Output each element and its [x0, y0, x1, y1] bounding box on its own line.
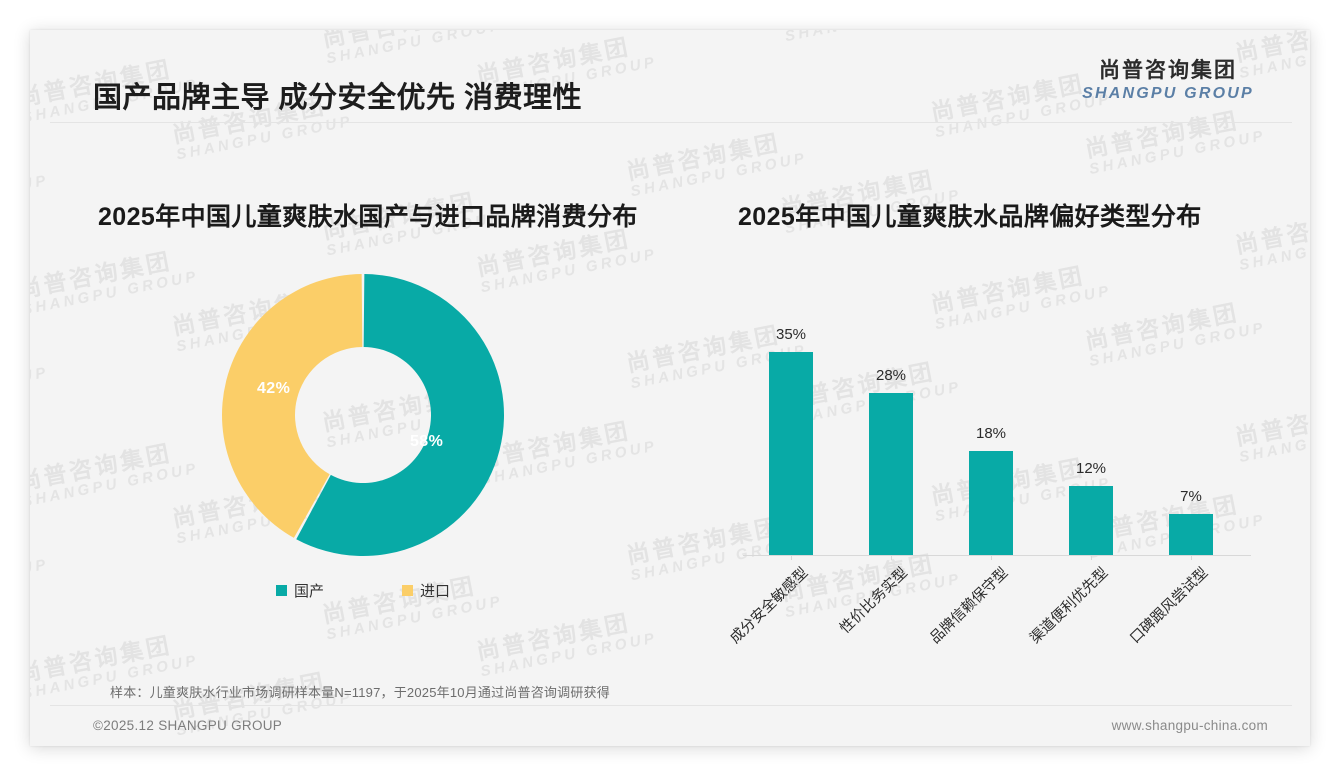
- legend-item-domestic[interactable]: 国产: [275, 580, 324, 601]
- slide-header: 国产品牌主导 成分安全优先 消费理性 尚普咨询集团 SHANGPU GROUP: [30, 30, 1310, 122]
- page-title: 国产品牌主导 成分安全优先 消费理性: [93, 82, 583, 114]
- bar[interactable]: [769, 352, 813, 555]
- legend-swatch-icon: [402, 585, 413, 596]
- donut-chart: 58% 42%: [218, 270, 508, 560]
- legend-swatch-icon: [275, 585, 287, 596]
- sample-footnote: 样本：儿童爽肤水行业市场调研样本量N=1197，于2025年10月通过尚普咨询调…: [110, 685, 610, 700]
- slide-footer: ©2025.12 SHANGPU GROUP www.shangpu-china…: [30, 705, 1310, 746]
- bar[interactable]: [869, 393, 913, 555]
- bar-value-label: 7%: [1180, 488, 1202, 505]
- bar-category-label: 品牌信赖保守型: [926, 564, 1011, 647]
- bar-value-label: 28%: [875, 367, 907, 384]
- chart-panel-bar: 2025年中国儿童爽肤水品牌偏好类型分布 35% 成分安全敏感型 28% 性价比务实型…: [680, 122, 1300, 662]
- bar-column: 12% 渠道便利优先型: [1027, 250, 1147, 647]
- bar-column: 28% 性价比务实型: [837, 250, 947, 637]
- bar-column: 7% 口碑跟风尝试型: [1127, 250, 1247, 647]
- footer-divider: [50, 705, 1292, 706]
- bar-column: 18% 品牌信赖保守型: [927, 250, 1047, 647]
- bar-category-label: 渠道便利优先型: [1026, 564, 1111, 647]
- axis-tick: [991, 555, 992, 560]
- axis-tick: [891, 555, 892, 560]
- footer-copyright: ©2025.12 SHANGPU GROUP: [93, 718, 283, 733]
- donut-svg: [222, 274, 505, 556]
- axis-tick: [791, 555, 792, 560]
- bar-chart-axis: [743, 555, 1251, 556]
- bar-value-label: 12%: [1075, 460, 1107, 477]
- donut-slice-domestic[interactable]: [296, 274, 505, 556]
- bar-category-label: 性价比务实型: [837, 564, 911, 637]
- bar[interactable]: [1169, 514, 1213, 555]
- donut-slice-imported[interactable]: [222, 274, 363, 538]
- chart-panel-donut: 2025年中国儿童爽肤水国产与进口品牌消费分布 58% 42% 国产: [50, 122, 670, 662]
- bar[interactable]: [1069, 486, 1113, 555]
- brand-logo-cn: 尚普咨询集团: [1099, 59, 1237, 82]
- legend-label: 进口: [420, 583, 451, 600]
- bar-category-label: 成分安全敏感型: [726, 564, 811, 647]
- legend-item-imported[interactable]: 进口: [402, 580, 450, 601]
- footer-website: www.shangpu-china.com: [1111, 718, 1268, 733]
- donut-chart-title: 2025年中国儿童爽肤水国产与进口品牌消费分布: [98, 203, 638, 231]
- bar[interactable]: [969, 451, 1013, 555]
- bar-value-label: 18%: [975, 425, 1007, 442]
- bar-column: 35% 成分安全敏感型: [727, 250, 847, 647]
- bar-value-label: 35%: [775, 326, 807, 343]
- donut-value-imported: 42%: [257, 380, 291, 397]
- brand-logo: 尚普咨询集团 SHANGPU GROUP: [1068, 58, 1268, 105]
- charts-area: 2025年中国儿童爽肤水国产与进口品牌消费分布 58% 42% 国产: [30, 122, 1310, 662]
- header-divider: [50, 122, 1292, 123]
- donut-value-domestic: 58%: [410, 433, 444, 450]
- bar-chart-title: 2025年中国儿童爽肤水品牌偏好类型分布: [738, 203, 1202, 231]
- axis-tick: [1091, 555, 1092, 560]
- bar-chart: 35% 成分安全敏感型 28% 性价比务实型 18% 品牌信赖保守型 12% 渠道便利优先型 7…: [727, 250, 1251, 647]
- brand-logo-en: SHANGPU GROUP: [1082, 85, 1254, 103]
- donut-legend: 国产 进口: [218, 580, 508, 601]
- legend-label: 国产: [293, 583, 324, 600]
- bar-category-label: 口碑跟风尝试型: [1126, 564, 1211, 647]
- axis-tick: [1191, 555, 1192, 560]
